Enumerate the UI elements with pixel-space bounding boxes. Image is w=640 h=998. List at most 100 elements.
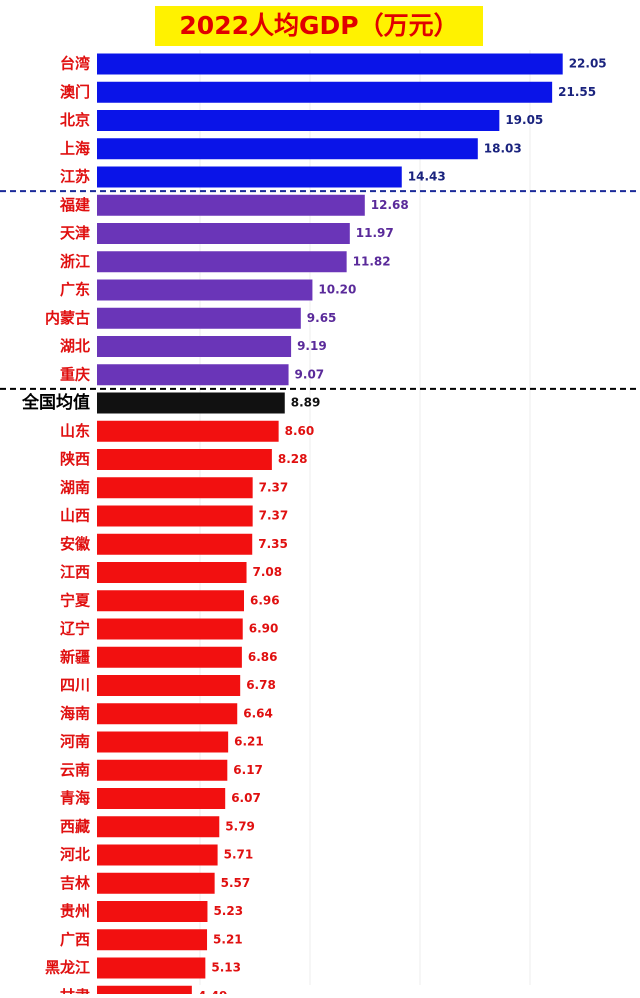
y-tick-label: 湖北 xyxy=(60,337,90,355)
chart-title: 2022人均GDP（万元） xyxy=(179,11,458,40)
bar xyxy=(97,251,347,273)
value-label: 22.05 xyxy=(569,57,607,71)
y-tick-label: 山西 xyxy=(60,507,90,525)
bar xyxy=(97,844,218,866)
value-label: 6.07 xyxy=(231,791,261,805)
value-label: 5.57 xyxy=(221,876,251,890)
value-label: 19.05 xyxy=(505,113,543,127)
bar xyxy=(97,279,313,301)
bar xyxy=(97,110,500,131)
value-label: 5.23 xyxy=(213,904,243,918)
value-label: 6.90 xyxy=(249,622,279,636)
bar xyxy=(97,901,208,922)
bar xyxy=(97,477,253,499)
bar xyxy=(97,703,238,725)
value-label: 7.08 xyxy=(253,565,283,579)
bar xyxy=(97,138,478,160)
y-tick-label: 四川 xyxy=(60,676,90,694)
y-tick-label: 天津 xyxy=(60,224,90,242)
y-tick-label: 江西 xyxy=(60,563,90,581)
bar xyxy=(97,307,301,329)
bar xyxy=(97,759,228,781)
bar xyxy=(97,449,272,470)
y-tick-label: 辽宁 xyxy=(60,620,90,638)
bar xyxy=(97,816,220,838)
bar xyxy=(97,562,247,583)
y-tick-label: 全国均值 xyxy=(21,392,90,413)
y-tick-label: 重庆 xyxy=(60,365,90,383)
y-tick-label: 台湾 xyxy=(60,55,90,73)
value-label: 9.65 xyxy=(307,311,337,325)
y-tick-label: 甘肃 xyxy=(60,987,90,994)
bar xyxy=(97,533,253,555)
y-tick-label: 浙江 xyxy=(60,252,90,270)
bar xyxy=(97,646,242,668)
value-label: 5.13 xyxy=(211,961,241,975)
y-tick-label: 广西 xyxy=(60,930,90,948)
bar xyxy=(97,223,350,244)
bar xyxy=(97,985,192,998)
bar xyxy=(97,392,285,414)
value-label: 6.64 xyxy=(243,706,273,720)
y-tick-label: 江苏 xyxy=(60,168,90,186)
value-label: 8.28 xyxy=(278,452,308,466)
y-tick-label: 海南 xyxy=(60,704,90,722)
bar xyxy=(97,420,279,442)
y-tick-label: 河南 xyxy=(60,733,90,751)
y-tick-label: 吉林 xyxy=(60,874,91,892)
bar xyxy=(97,957,206,979)
y-tick-label: 北京 xyxy=(60,111,90,129)
bar xyxy=(97,929,208,951)
value-label: 6.86 xyxy=(248,650,278,664)
y-tick-label: 新疆 xyxy=(60,648,90,666)
bar xyxy=(97,364,289,386)
bar xyxy=(97,81,553,103)
bar xyxy=(97,194,365,216)
value-label: 6.17 xyxy=(233,763,263,777)
bar xyxy=(97,590,244,612)
bar xyxy=(97,53,563,75)
value-label: 7.37 xyxy=(259,509,289,523)
value-label: 6.78 xyxy=(246,678,276,692)
y-tick-label: 澳门 xyxy=(60,83,90,101)
value-label: 8.60 xyxy=(285,424,315,438)
value-label: 18.03 xyxy=(484,141,522,155)
value-label: 5.21 xyxy=(213,932,243,946)
bar xyxy=(97,166,402,188)
bar xyxy=(97,675,241,696)
y-tick-label: 黑龙江 xyxy=(45,959,90,977)
title-box xyxy=(155,6,483,46)
value-label: 9.19 xyxy=(297,339,327,353)
y-tick-label: 广东 xyxy=(60,281,90,299)
value-label: 14.43 xyxy=(408,170,446,184)
bar xyxy=(97,788,226,809)
value-label: 7.35 xyxy=(258,537,288,551)
y-tick-label: 贵州 xyxy=(60,902,90,920)
value-label: 11.97 xyxy=(356,226,394,240)
y-tick-label: 青海 xyxy=(60,789,90,807)
bar xyxy=(97,618,243,640)
value-label: 8.89 xyxy=(291,396,321,410)
y-tick-label: 安徽 xyxy=(60,535,91,553)
value-label: 10.20 xyxy=(318,283,356,297)
value-label: 21.55 xyxy=(558,85,596,99)
value-label: 12.68 xyxy=(371,198,409,212)
bar xyxy=(97,505,253,527)
value-label: 6.21 xyxy=(234,735,264,749)
y-tick-label: 云南 xyxy=(60,761,90,779)
y-tick-label: 西藏 xyxy=(60,817,90,835)
value-label: 4.49 xyxy=(198,989,228,994)
bar xyxy=(97,336,292,357)
value-label: 7.37 xyxy=(259,480,289,494)
bar xyxy=(97,872,215,894)
bar xyxy=(97,731,229,753)
value-label: 11.82 xyxy=(353,254,391,268)
y-tick-label: 福建 xyxy=(59,196,91,214)
y-tick-label: 山东 xyxy=(60,422,90,440)
y-tick-label: 陕西 xyxy=(60,450,90,468)
y-tick-label: 内蒙古 xyxy=(45,309,90,327)
y-tick-label: 上海 xyxy=(60,139,90,157)
value-label: 9.07 xyxy=(295,367,325,381)
y-tick-label: 湖南 xyxy=(60,478,90,496)
